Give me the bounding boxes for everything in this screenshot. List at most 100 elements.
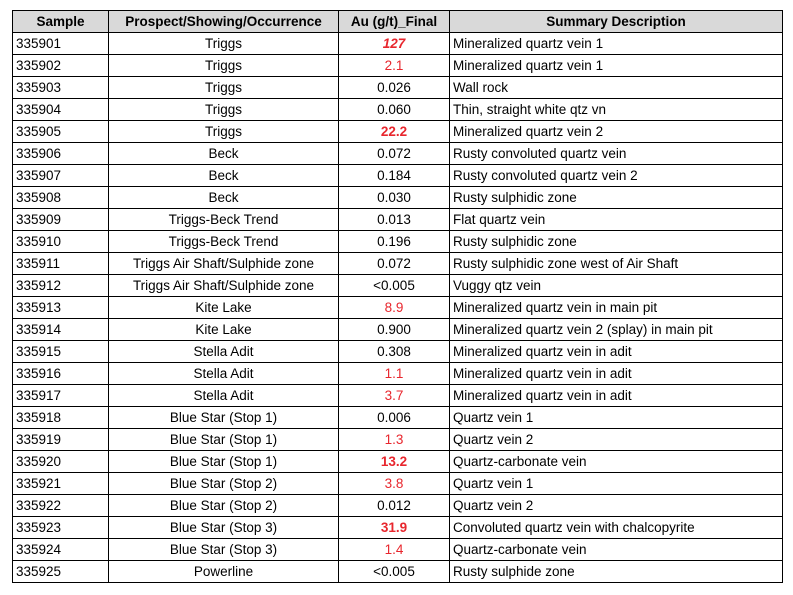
- prospect-cell: Blue Star (Stop 2): [108, 494, 339, 517]
- table-row: 335906 Beck 0.072 Rusty convoluted quartz v…: [12, 142, 783, 165]
- table-row: 335913 Kite Lake 8.9 Mineralized quartz vei…: [12, 296, 783, 319]
- table-row: 335923 Blue Star (Stop 3) 31.9 Convoluted q…: [12, 516, 783, 539]
- prospect-cell: Triggs: [108, 76, 339, 99]
- table-row: 335911 Triggs Air Shaft/Sulphide zone 0.07…: [12, 252, 783, 275]
- prospect-cell: Triggs: [108, 54, 339, 77]
- prospect-cell: Blue Star (Stop 1): [108, 406, 339, 429]
- table-row: 335917 Stella Adit 3.7 Mineralized quartz v…: [12, 384, 783, 407]
- au-cell: 1.3: [338, 428, 450, 451]
- table-row: 335925 Powerline <0.005 Rusty sulphide zone: [12, 560, 783, 583]
- table-wrap: Sample Prospect/Showing/Occurrence Au (g/t…: [12, 10, 783, 583]
- sample-cell: 335913: [12, 296, 109, 319]
- sample-cell: 335918: [12, 406, 109, 429]
- table-row: 335904 Triggs 0.060 Thin, straight white qt…: [12, 98, 783, 121]
- prospect-cell: Beck: [108, 186, 339, 209]
- prospect-cell: Triggs: [108, 98, 339, 121]
- table-row: 335909 Triggs-Beck Trend 0.013 Flat quartz …: [12, 208, 783, 231]
- au-cell: 0.060: [338, 98, 450, 121]
- prospect-cell: Blue Star (Stop 1): [108, 450, 339, 473]
- au-cell: <0.005: [338, 274, 450, 297]
- sample-cell: 335907: [12, 164, 109, 187]
- table-row: 335907 Beck 0.184 Rusty convoluted quartz v…: [12, 164, 783, 187]
- prospect-cell: Blue Star (Stop 3): [108, 538, 339, 561]
- au-cell: 0.026: [338, 76, 450, 99]
- table-row: 335922 Blue Star (Stop 2) 0.012 Quartz vein…: [12, 494, 783, 517]
- au-cell: 3.7: [338, 384, 450, 407]
- table-row: 335915 Stella Adit 0.308 Mineralized quartz…: [12, 340, 783, 363]
- description-cell: Rusty convoluted quartz vein 2: [449, 164, 783, 187]
- table-row: 335903 Triggs 0.026 Wall rock: [12, 76, 783, 99]
- sample-cell: 335904: [12, 98, 109, 121]
- table-row: 335921 Blue Star (Stop 2) 3.8 Quartz vein 1: [12, 472, 783, 495]
- sample-cell: 335915: [12, 340, 109, 363]
- table-row: 335901 Triggs 127 Mineralized quartz vein 1: [12, 32, 783, 55]
- sample-cell: 335910: [12, 230, 109, 253]
- au-cell: 0.006: [338, 406, 450, 429]
- prospect-cell: Triggs Air Shaft/Sulphide zone: [108, 274, 339, 297]
- description-cell: Mineralized quartz vein 2 (splay) in mai…: [449, 318, 783, 341]
- table-row: 335908 Beck 0.030 Rusty sulphidic zone: [12, 186, 783, 209]
- au-cell: 0.196: [338, 230, 450, 253]
- au-cell: <0.005: [338, 560, 450, 583]
- description-cell: Quartz-carbonate vein: [449, 538, 783, 561]
- sample-cell: 335912: [12, 274, 109, 297]
- sample-cell: 335906: [12, 142, 109, 165]
- description-cell: Rusty sulphidic zone: [449, 230, 783, 253]
- au-cell: 0.308: [338, 340, 450, 363]
- header-cell: Summary Description: [449, 10, 783, 33]
- sample-cell: 335921: [12, 472, 109, 495]
- au-cell: 0.900: [338, 318, 450, 341]
- description-cell: Convoluted quartz vein with chalcopyrite: [449, 516, 783, 539]
- description-cell: Mineralized quartz vein in adit: [449, 362, 783, 385]
- au-cell: 0.012: [338, 494, 450, 517]
- au-cell: 3.8: [338, 472, 450, 495]
- sample-cell: 335919: [12, 428, 109, 451]
- prospect-cell: Stella Adit: [108, 384, 339, 407]
- sample-cell: 335908: [12, 186, 109, 209]
- au-cell: 127: [338, 32, 450, 55]
- sample-cell: 335922: [12, 494, 109, 517]
- prospect-cell: Kite Lake: [108, 296, 339, 319]
- prospect-cell: Triggs Air Shaft/Sulphide zone: [108, 252, 339, 275]
- table-row: 335920 Blue Star (Stop 1) 13.2 Quartz-carbo…: [12, 450, 783, 473]
- description-cell: Mineralized quartz vein 1: [449, 54, 783, 77]
- samples-table: Sample Prospect/Showing/Occurrence Au (g/t…: [12, 10, 783, 583]
- description-cell: Rusty sulphide zone: [449, 560, 783, 583]
- au-cell: 0.184: [338, 164, 450, 187]
- au-cell: 0.072: [338, 252, 450, 275]
- description-cell: Quartz-carbonate vein: [449, 450, 783, 473]
- header-row: Sample Prospect/Showing/Occurrence Au (g/t…: [12, 10, 783, 33]
- table-row: 335914 Kite Lake 0.900 Mineralized quartz v…: [12, 318, 783, 341]
- table-body: 335901 Triggs 127 Mineralized quartz vein 1…: [12, 32, 783, 583]
- prospect-cell: Blue Star (Stop 1): [108, 428, 339, 451]
- table-row: 335916 Stella Adit 1.1 Mineralized quartz v…: [12, 362, 783, 385]
- au-cell: 22.2: [338, 120, 450, 143]
- sample-cell: 335901: [12, 32, 109, 55]
- header-cell: Prospect/Showing/Occurrence: [108, 10, 339, 33]
- prospect-cell: Beck: [108, 142, 339, 165]
- au-cell: 1.1: [338, 362, 450, 385]
- description-cell: Rusty sulphidic zone: [449, 186, 783, 209]
- table-row: 335912 Triggs Air Shaft/Sulphide zone <0.0…: [12, 274, 783, 297]
- sample-cell: 335924: [12, 538, 109, 561]
- description-cell: Mineralized quartz vein in adit: [449, 340, 783, 363]
- table-row: 335924 Blue Star (Stop 3) 1.4 Quartz-carbon…: [12, 538, 783, 561]
- header-cell: Sample: [12, 10, 109, 33]
- description-cell: Mineralized quartz vein in adit: [449, 384, 783, 407]
- sample-cell: 335916: [12, 362, 109, 385]
- table-row: 335918 Blue Star (Stop 1) 0.006 Quartz vein…: [12, 406, 783, 429]
- description-cell: Mineralized quartz vein in main pit: [449, 296, 783, 319]
- prospect-cell: Triggs-Beck Trend: [108, 208, 339, 231]
- description-cell: Flat quartz vein: [449, 208, 783, 231]
- sample-cell: 335902: [12, 54, 109, 77]
- table-row: 335905 Triggs 22.2 Mineralized quartz vein …: [12, 120, 783, 143]
- sample-cell: 335920: [12, 450, 109, 473]
- sample-cell: 335905: [12, 120, 109, 143]
- prospect-cell: Triggs: [108, 120, 339, 143]
- prospect-cell: Beck: [108, 164, 339, 187]
- description-cell: Quartz vein 1: [449, 472, 783, 495]
- description-cell: Rusty sulphidic zone west of Air Shaft: [449, 252, 783, 275]
- au-cell: 8.9: [338, 296, 450, 319]
- prospect-cell: Blue Star (Stop 3): [108, 516, 339, 539]
- description-cell: Rusty convoluted quartz vein: [449, 142, 783, 165]
